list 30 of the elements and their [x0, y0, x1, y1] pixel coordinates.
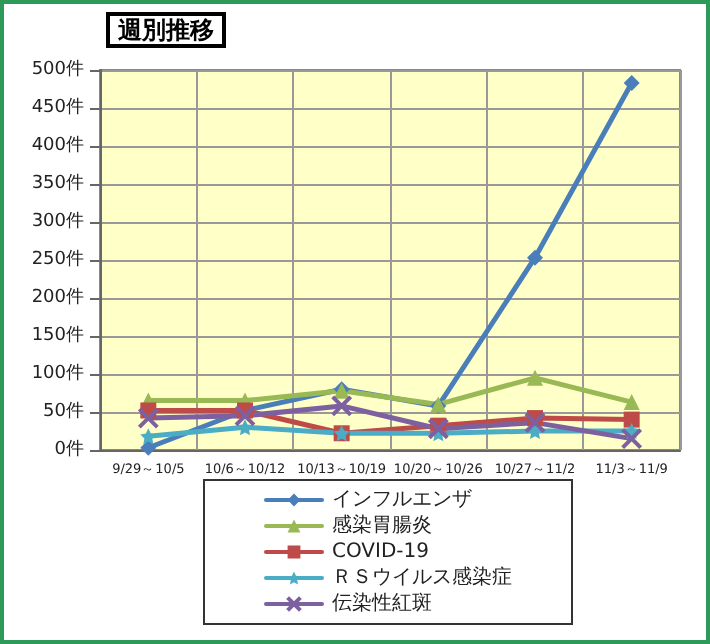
- point: [527, 249, 543, 266]
- y-tick-label: 500件: [31, 58, 84, 80]
- y-tick-label: 400件: [31, 134, 84, 156]
- legend-label: インフルエンザ: [332, 489, 472, 511]
- y-tick-label: 450件: [31, 96, 84, 118]
- y-tick-label: 300件: [31, 210, 84, 232]
- legend-label: ＲＳウイルス感染症: [332, 565, 512, 589]
- y-tick-label: 0件: [54, 438, 84, 460]
- legend-label: 伝染性紅斑: [332, 591, 432, 615]
- legend-label: COVID-19: [332, 541, 430, 563]
- y-tick-label: 150件: [31, 324, 84, 346]
- point: [427, 417, 450, 440]
- y-tick-label: 200件: [31, 286, 84, 308]
- y-tick-label: 50件: [43, 400, 84, 422]
- point: [330, 394, 353, 417]
- point: [623, 411, 640, 428]
- chart-title: 週別推移: [116, 16, 214, 44]
- point: [623, 74, 640, 91]
- point: [237, 419, 253, 436]
- point: [234, 404, 256, 427]
- point: [137, 407, 160, 430]
- point: [623, 394, 640, 411]
- y-tick-label: 350件: [31, 172, 84, 194]
- y-tick-label: 100件: [31, 362, 84, 384]
- point: [620, 427, 643, 450]
- point: [140, 439, 157, 456]
- legend-label: 感染胃腸炎: [332, 513, 432, 537]
- y-tick-label: 250件: [31, 248, 84, 270]
- point: [524, 411, 546, 434]
- point: [527, 369, 543, 386]
